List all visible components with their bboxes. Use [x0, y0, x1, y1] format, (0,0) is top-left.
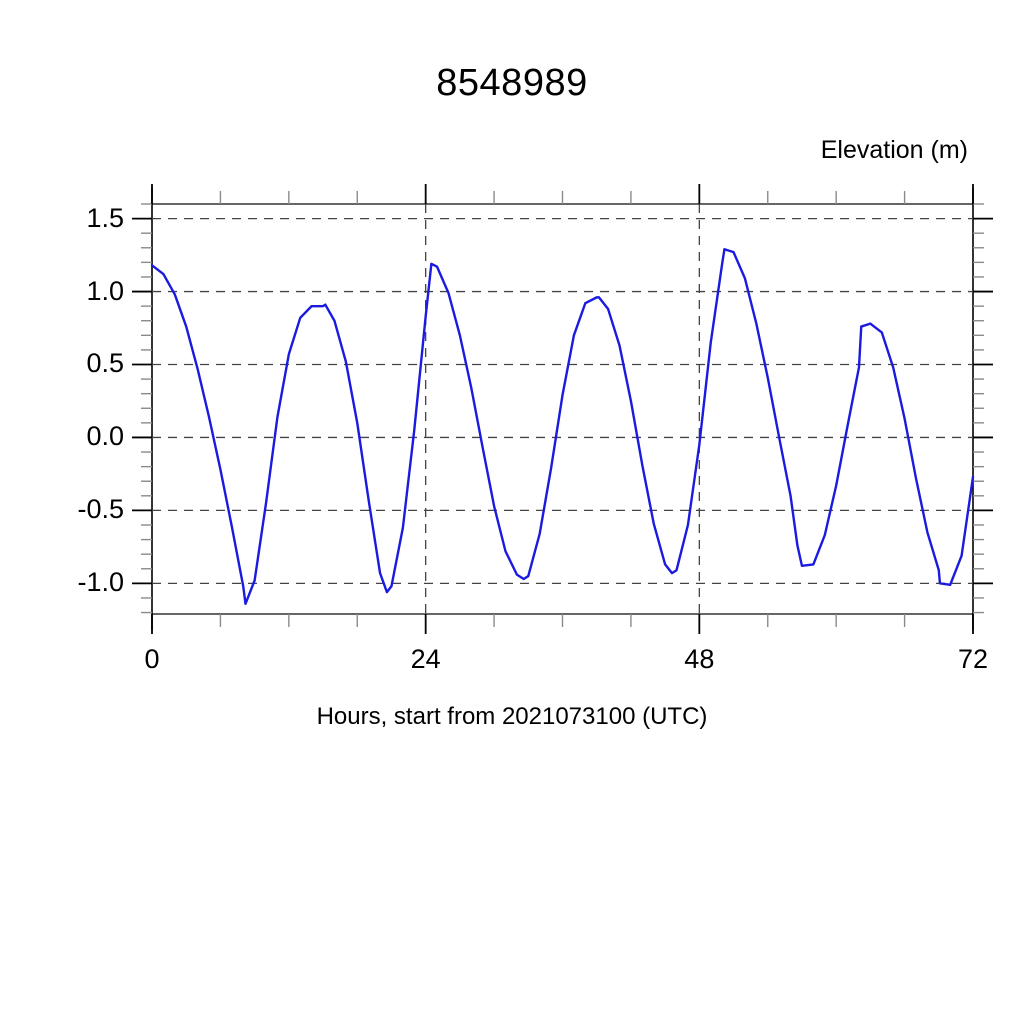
data-series-line-elevation	[150, 248, 975, 605]
chart-title: 8548989	[436, 62, 588, 104]
y-tick-label: -0.5	[77, 494, 124, 525]
x-tick-label: 72	[957, 644, 989, 674]
y-tick-label: 0.0	[86, 421, 124, 452]
x-tick-label: 0	[144, 644, 160, 674]
y-tick-label: -1.0	[77, 567, 124, 598]
x-tick-label: 24	[410, 644, 441, 674]
x-tick-label: 48	[684, 644, 715, 674]
y-axis-label: Elevation (m)	[820, 136, 968, 164]
y-tick-label: 0.5	[86, 348, 124, 379]
y-tick-label: 1.5	[86, 202, 124, 233]
x-axis-label: Hours, start from 2021073100 (UTC)	[316, 703, 708, 730]
y-tick-label: 1.0	[86, 275, 124, 306]
